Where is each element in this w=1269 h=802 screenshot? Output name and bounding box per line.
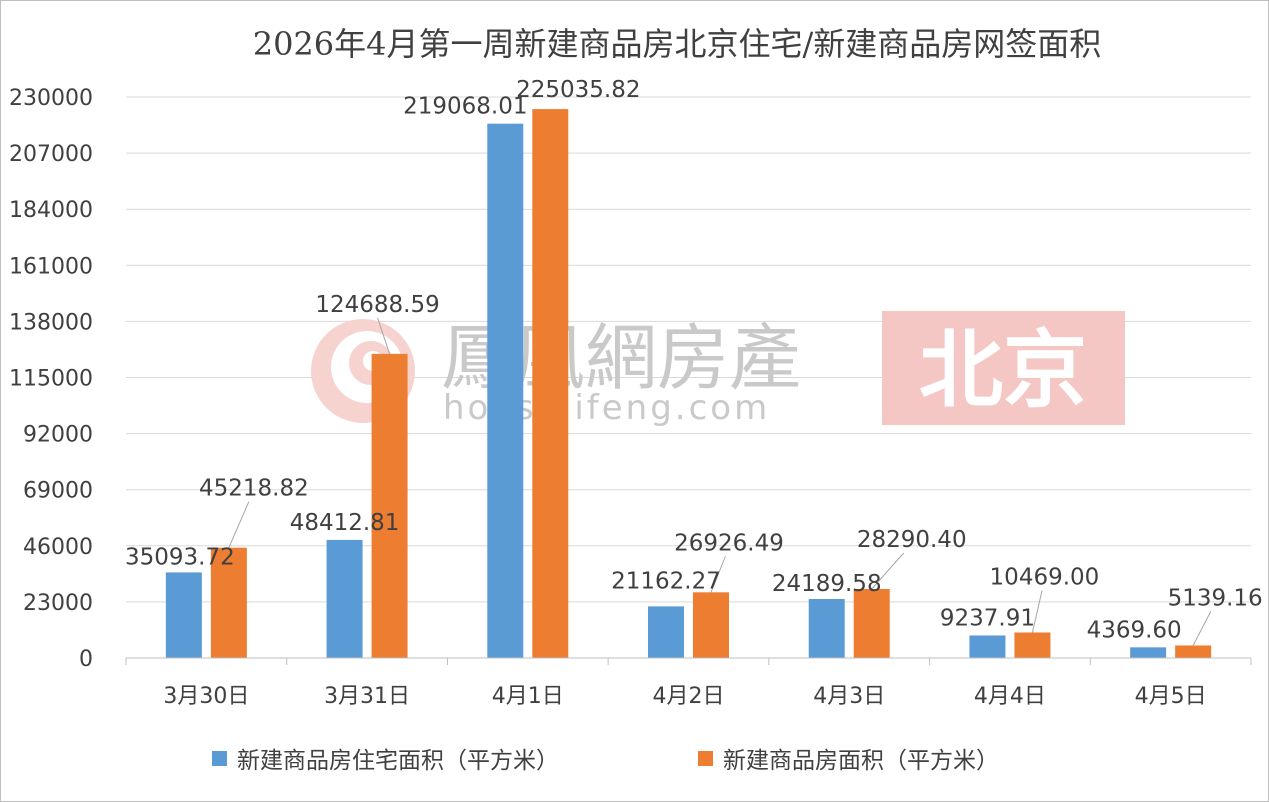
- y-tick-label: 230000: [9, 86, 93, 111]
- legend-swatch-total: [698, 751, 713, 766]
- y-tick-label: 115000: [9, 367, 93, 392]
- bar-total: [532, 109, 569, 659]
- y-tick-label: 23000: [23, 591, 93, 616]
- leader-line: [1192, 611, 1212, 646]
- x-tick-label: 4月1日: [492, 684, 564, 709]
- data-label: 124688.59: [315, 292, 439, 318]
- data-label: 21162.27: [611, 568, 721, 594]
- data-label: 28290.40: [857, 527, 967, 553]
- watermark-city: 北京: [919, 321, 1087, 419]
- bar-total: [693, 592, 729, 658]
- chart-title: 2026年4月第一周新建商品房北京住宅/新建商品房网签面积: [253, 25, 1102, 63]
- data-label: 24189.58: [772, 571, 882, 597]
- data-label: 9237.91: [940, 605, 1035, 631]
- bar-residential: [165, 572, 202, 658]
- y-tick-label: 69000: [23, 479, 93, 504]
- bar-residential: [808, 598, 845, 658]
- bar-total: [371, 353, 408, 658]
- x-tick-label: 4月3日: [813, 684, 885, 709]
- leader-lines: [228, 317, 1212, 646]
- data-label: 26926.49: [674, 530, 784, 556]
- bars: [165, 109, 1212, 659]
- data-label: 4369.60: [1087, 617, 1182, 643]
- y-axis: 0 23000 46000 69000 92000 115000 138000 161000 1…: [9, 86, 93, 672]
- data-label: 5139.16: [1168, 585, 1263, 611]
- leader-line: [710, 556, 726, 593]
- leader-line: [228, 501, 250, 548]
- y-tick-label: 46000: [23, 535, 93, 560]
- legend-label-residential: 新建商品房住宅面积（平方米）: [237, 748, 559, 774]
- y-tick-label: 184000: [9, 198, 93, 223]
- leader-line: [871, 552, 905, 590]
- data-label: 219068.01: [403, 94, 527, 120]
- data-label: 48412.81: [290, 510, 400, 536]
- y-tick-label: 138000: [9, 310, 93, 335]
- x-tick-label: 3月30日: [163, 684, 249, 709]
- data-label: 225035.82: [516, 77, 640, 103]
- bar-residential: [969, 635, 1006, 658]
- legend-swatch-residential: [212, 751, 227, 766]
- legend-label-total: 新建商品房面积（平方米）: [723, 748, 999, 774]
- y-tick-label: 161000: [9, 254, 93, 279]
- x-tick-label: 4月4日: [974, 684, 1046, 709]
- bar-residential: [648, 606, 684, 658]
- bar-residential: [1130, 647, 1167, 658]
- data-label: 35093.72: [125, 544, 235, 570]
- x-tick-label: 3月31日: [324, 684, 410, 709]
- leader-line: [377, 317, 391, 355]
- bar-total: [210, 547, 247, 658]
- bar-residential: [326, 539, 363, 658]
- data-label: 45218.82: [199, 476, 309, 502]
- y-tick-label: 207000: [9, 142, 93, 167]
- watermark-city-badge: [882, 311, 1125, 425]
- x-tick-label: 4月5日: [1135, 684, 1207, 709]
- bar-total: [1014, 632, 1051, 658]
- watermark: 鳳凰網房產 house.ifeng.com 北京: [311, 311, 1125, 428]
- y-tick-label: 92000: [23, 423, 93, 448]
- bar-residential: [487, 123, 524, 658]
- bar-total: [853, 588, 890, 658]
- legend: 新建商品房住宅面积（平方米） 新建商品房面积（平方米）: [212, 748, 999, 774]
- y-tick-label: 0: [79, 647, 93, 672]
- data-labels: 35093.72 45218.82 48412.81 124688.59 219068.…: [125, 77, 1263, 643]
- gridlines: [126, 96, 1251, 603]
- data-label: 10469.00: [990, 564, 1100, 590]
- x-tick-label: 4月2日: [653, 684, 725, 709]
- leader-line: [1031, 590, 1043, 633]
- bar-total: [1175, 645, 1212, 658]
- x-axis: 3月30日 3月31日 4月1日 4月2日 4月3日 4月4日 4月5日: [125, 657, 1252, 709]
